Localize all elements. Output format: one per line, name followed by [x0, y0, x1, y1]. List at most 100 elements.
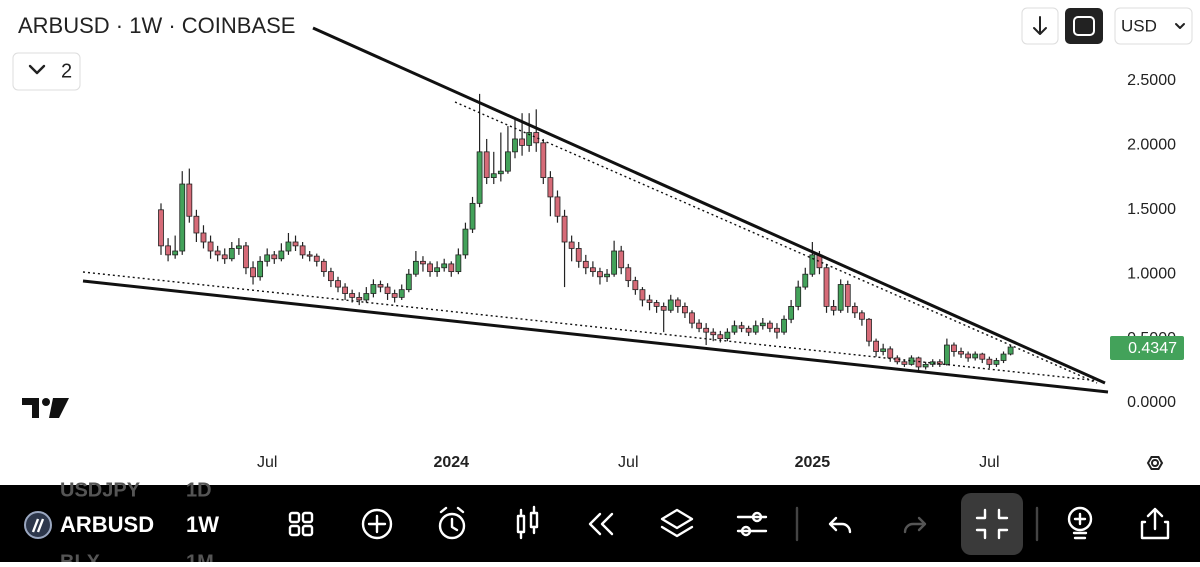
- candle-body: [809, 254, 816, 275]
- candle-body: [632, 280, 639, 291]
- candle-body: [505, 151, 511, 172]
- candle-body: [625, 267, 632, 282]
- candle-body: [299, 245, 306, 256]
- button-box[interactable]: [1114, 7, 1193, 45]
- candle-body: [455, 254, 462, 273]
- settings-icon[interactable]: [1146, 456, 1164, 470]
- toolbar-symbol[interactable]: ARBUSD: [60, 512, 154, 537]
- candle-body: [689, 312, 695, 324]
- candle-body: [922, 363, 929, 368]
- hex-dot: [1151, 459, 1159, 467]
- candle-body: [370, 284, 377, 294]
- x-tick-label: Jul: [618, 454, 638, 471]
- price-label-box: [1110, 336, 1184, 360]
- candle-body: [172, 250, 179, 256]
- button-box[interactable]: [1065, 8, 1103, 44]
- trendline: [312, 26, 1106, 385]
- candle-body: [200, 232, 207, 243]
- candle-body: [356, 296, 363, 301]
- currency-button[interactable]: USD: [1114, 7, 1193, 45]
- candle-body: [972, 353, 979, 359]
- candle-body: [533, 132, 540, 144]
- candle-body: [958, 351, 964, 355]
- candle-body: [795, 286, 802, 307]
- layout-icon[interactable]: [288, 511, 314, 537]
- candle-body: [887, 348, 894, 359]
- candle-body: [880, 348, 887, 352]
- candle-body: [554, 196, 561, 217]
- candle-body: [540, 142, 547, 179]
- candle-body: [547, 177, 554, 198]
- ideas-icon[interactable]: [1067, 506, 1093, 540]
- candle-body: [986, 358, 993, 365]
- candle-body: [568, 241, 575, 249]
- candle-body: [830, 305, 837, 311]
- share-icon[interactable]: [1140, 507, 1170, 540]
- candle-body: [214, 250, 221, 256]
- candle-body: [788, 305, 795, 320]
- compress-icon: [975, 508, 1009, 540]
- compress-button[interactable]: [961, 493, 1023, 555]
- indicators-toggle[interactable]: 2: [12, 52, 81, 91]
- candle-body: [745, 327, 752, 333]
- candle-body: [427, 263, 433, 273]
- toolbar-interval[interactable]: 1W: [186, 512, 219, 537]
- last-price: 0.4347: [1110, 336, 1184, 360]
- candle-body: [766, 322, 773, 329]
- candle-body: [696, 322, 702, 329]
- hex[interactable]: [1146, 456, 1164, 470]
- candle-body: [313, 255, 320, 262]
- candle-body: [186, 183, 193, 217]
- symbol-icon[interactable]: [24, 511, 52, 539]
- chart-type-icon[interactable]: [516, 505, 539, 540]
- toggle-box[interactable]: [12, 52, 81, 91]
- candle-body: [575, 248, 582, 262]
- candle-body: [674, 299, 681, 307]
- download-button[interactable]: [1021, 7, 1059, 45]
- replay-icon[interactable]: [588, 512, 614, 536]
- candle-body: [859, 312, 865, 320]
- trendline-dotted: [82, 271, 1101, 382]
- candle-body: [710, 331, 717, 336]
- settings-sliders-icon[interactable]: [736, 511, 768, 537]
- candle-body: [158, 209, 164, 247]
- x-tick-label: Jul: [257, 454, 277, 471]
- icon: [1073, 16, 1095, 36]
- candle-body: [519, 138, 525, 146]
- tv-logo: [22, 398, 69, 418]
- candle-body: [469, 202, 476, 230]
- candle-body: [866, 318, 872, 342]
- candle-body: [951, 344, 957, 352]
- candle-body: [391, 293, 398, 298]
- symbol-icon-mark: [31, 518, 45, 533]
- undo-icon[interactable]: [828, 516, 852, 534]
- candle-body: [207, 241, 214, 252]
- candle-body: [915, 357, 922, 368]
- chevron: [28, 64, 46, 75]
- price-label: 0.4347: [1128, 340, 1177, 357]
- candle-body: [781, 318, 787, 333]
- candle-body: [759, 322, 766, 327]
- candle-body: [738, 325, 745, 329]
- alert-icon[interactable]: [438, 506, 466, 540]
- candle-body: [660, 305, 667, 311]
- candle-body: [646, 299, 653, 303]
- candle-body: [844, 284, 851, 307]
- candle-body: [412, 260, 419, 275]
- candle-body: [320, 260, 327, 273]
- redo-icon[interactable]: [903, 516, 927, 534]
- layers-icon[interactable]: [660, 508, 694, 538]
- candle-body: [490, 173, 497, 178]
- ghost-symbol: BLX: [60, 551, 101, 562]
- logo-part: [22, 398, 39, 418]
- candle-body: [837, 284, 844, 311]
- candle-body: [235, 245, 242, 249]
- candle-body: [873, 340, 879, 352]
- candle-body: [965, 353, 972, 359]
- add-icon[interactable]: [361, 508, 393, 540]
- candle-body: [243, 245, 249, 269]
- logo-part: [49, 398, 69, 418]
- candle-body: [901, 361, 908, 365]
- candle-body: [420, 260, 426, 265]
- fullscreen-button[interactable]: [1065, 8, 1103, 44]
